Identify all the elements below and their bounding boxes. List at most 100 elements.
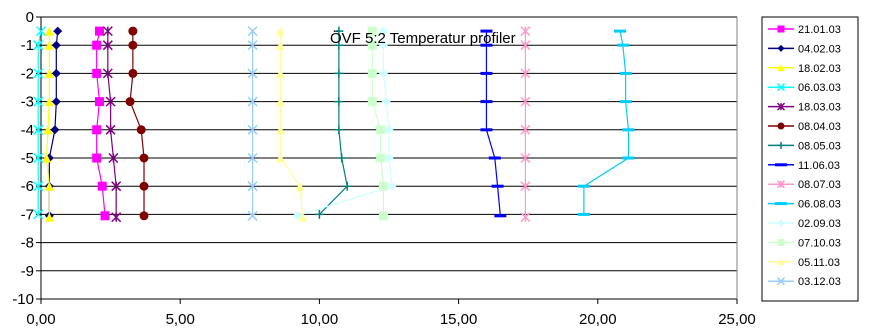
- chart-title: ÖVF 5:2 Temperatur profiler: [330, 29, 516, 47]
- data-point: [384, 125, 394, 135]
- series-08.04.03: [125, 26, 149, 221]
- series-07.10.03: [367, 26, 388, 221]
- data-point: [520, 40, 531, 51]
- data-point: [247, 210, 258, 221]
- legend-swatch-marker: [777, 258, 785, 266]
- x-tick-label: 15,00: [440, 311, 478, 328]
- series-04.02.03: [44, 26, 63, 221]
- legend-item: 04.02.03: [768, 43, 841, 55]
- legend-label: 11.06.03: [798, 160, 840, 172]
- data-point: [295, 181, 305, 191]
- y-tick-label: -10: [12, 291, 34, 308]
- data-point: [50, 125, 60, 135]
- series-21.01.03: [92, 26, 110, 221]
- data-point: [247, 96, 258, 107]
- legend-label: 06.03.03: [798, 82, 841, 94]
- data-point: [33, 96, 44, 107]
- data-point: [275, 125, 285, 135]
- data-point: [125, 97, 135, 107]
- legend-label: 21.01.03: [798, 24, 841, 36]
- legend-swatch-marker: [776, 102, 786, 111]
- data-point: [520, 181, 531, 192]
- data-point: [376, 125, 386, 135]
- data-point: [334, 97, 344, 107]
- data-point: [139, 153, 149, 163]
- series-08.07.03: [520, 26, 531, 223]
- data-point: [139, 181, 149, 191]
- legend-swatch-marker: [777, 25, 785, 33]
- data-point: [100, 211, 110, 221]
- data-point: [367, 68, 377, 78]
- data-point: [298, 212, 308, 222]
- data-point: [247, 124, 258, 135]
- data-point: [384, 153, 394, 163]
- data-point: [94, 97, 104, 107]
- series-03.12.03: [247, 26, 258, 221]
- legend-swatch-marker: [776, 180, 786, 189]
- data-point: [136, 125, 146, 135]
- series-line: [129, 31, 145, 216]
- legend-item: 21.01.03: [768, 24, 841, 36]
- data-point: [494, 214, 507, 218]
- data-point: [33, 152, 44, 164]
- data-point: [33, 68, 44, 79]
- data-point: [491, 184, 504, 188]
- series-line: [296, 31, 393, 217]
- data-point: [480, 29, 493, 33]
- data-point: [480, 71, 493, 75]
- data-point: [387, 181, 397, 191]
- y-tick-label: 0: [26, 9, 34, 26]
- series-line: [485, 31, 501, 216]
- y-tick-label: -1: [21, 37, 34, 54]
- series-line: [37, 30, 42, 215]
- series-plot-area: [33, 26, 635, 223]
- data-point: [275, 97, 285, 107]
- data-point: [44, 97, 54, 107]
- series-08.05.03: [314, 26, 352, 219]
- data-point: [108, 152, 119, 164]
- data-point: [102, 68, 113, 79]
- data-point: [43, 125, 53, 135]
- data-point: [102, 26, 113, 37]
- series-18.03.03: [102, 26, 122, 223]
- data-point: [378, 40, 388, 50]
- legend-label: 08.07.03: [798, 179, 841, 191]
- data-point: [102, 40, 113, 51]
- x-tick-label: 0,00: [26, 311, 55, 328]
- series-line: [583, 30, 630, 215]
- data-point: [128, 26, 138, 36]
- data-point: [334, 40, 344, 50]
- data-point: [378, 26, 388, 36]
- data-point: [480, 100, 493, 104]
- legend-swatch-marker: [777, 64, 785, 72]
- series-line: [279, 31, 304, 218]
- legend-label: 02.09.03: [798, 218, 841, 230]
- legend-swatch-marker: [776, 83, 786, 92]
- data-point: [376, 153, 386, 163]
- data-point: [111, 181, 122, 192]
- data-point: [378, 181, 388, 191]
- data-point: [33, 40, 44, 51]
- data-point: [42, 153, 52, 163]
- data-point: [247, 152, 258, 164]
- data-point: [35, 26, 47, 37]
- data-point: [44, 40, 54, 50]
- chart-title-group: ÖVF 5:2 Temperatur profiler: [330, 29, 516, 47]
- legend-label: 03.12.03: [798, 276, 841, 288]
- x-tick-label: 25,00: [718, 311, 756, 328]
- legend-item: 06.03.03: [768, 82, 841, 94]
- data-point: [480, 128, 493, 132]
- data-point: [51, 97, 61, 107]
- data-point: [94, 26, 104, 36]
- legend-swatch-marker: [777, 141, 785, 149]
- legend-swatch-marker: [777, 44, 785, 52]
- data-point: [337, 153, 347, 163]
- data-point: [520, 212, 531, 223]
- legend-label: 06.08.03: [798, 199, 841, 211]
- data-point: [33, 124, 44, 135]
- legend-swatch-marker: [776, 277, 786, 286]
- data-point: [292, 211, 302, 221]
- y-tick-label: -4: [21, 122, 34, 139]
- data-point: [480, 43, 493, 47]
